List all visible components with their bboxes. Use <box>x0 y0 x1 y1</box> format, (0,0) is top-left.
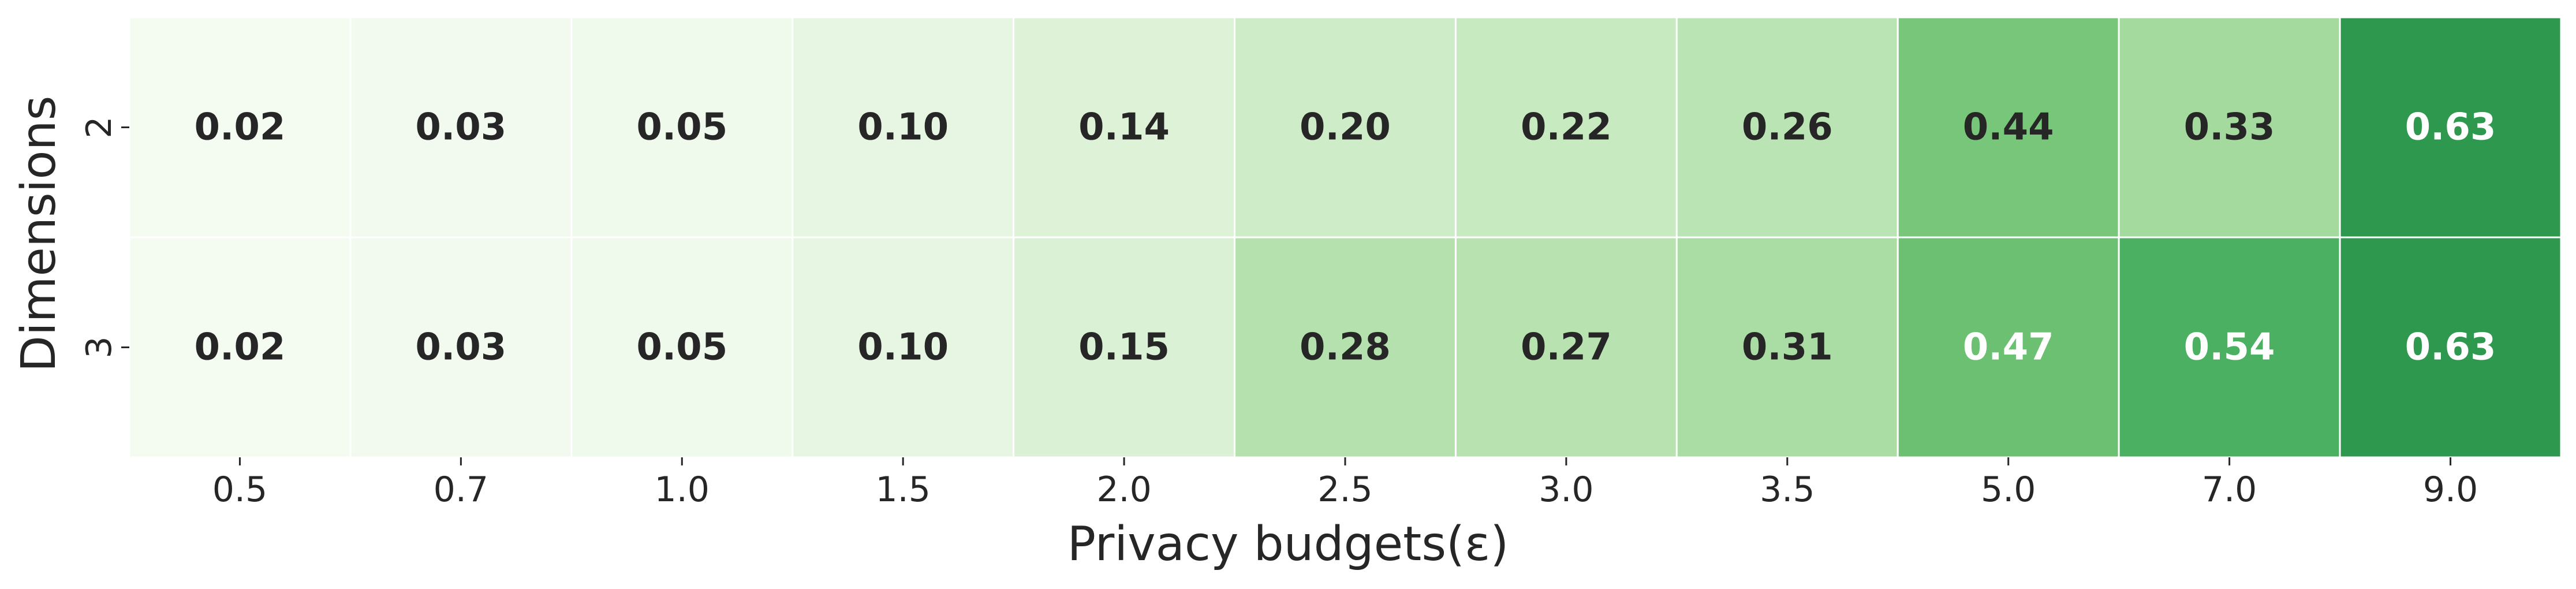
y-axis-ticks: 23 <box>79 116 129 359</box>
cell-value-label: 0.22 <box>1521 106 1612 149</box>
cell-value-label: 0.10 <box>857 326 949 369</box>
heatmap-cells <box>128 16 2562 458</box>
heatmap-cell-2-1.0 <box>570 16 794 238</box>
cell-value-label: 0.63 <box>2405 106 2496 149</box>
y-tick-label: 2 <box>79 116 120 138</box>
heatmap-cell-2-3.5 <box>1675 16 1899 238</box>
heatmap-cell-2-2.0 <box>1013 16 1236 238</box>
heatmap-cell-3-2.5 <box>1234 236 1457 458</box>
x-axis-label: Privacy budgets(ε) <box>1067 517 1509 572</box>
heatmap-cell-2-0.7 <box>349 16 573 238</box>
heatmap-cell-labels: 0.02 0.03 0.05 0.10 0.14 0.20 0.22 0.26 0.44 0.33… <box>195 106 2496 369</box>
cell-value-label: 0.02 <box>195 106 286 149</box>
y-axis-label: Dimensions <box>12 96 66 372</box>
cell-value-label: 0.47 <box>1963 326 2054 369</box>
cell-value-label: 0.02 <box>195 326 286 369</box>
cell-value-label: 0.10 <box>857 106 949 149</box>
x-tick-label: 3.5 <box>1760 469 1815 510</box>
cell-value-label: 0.28 <box>1300 326 1391 369</box>
x-tick-label: 9.0 <box>2423 469 2478 510</box>
x-tick-label: 2.5 <box>1317 469 1372 510</box>
heatmap-cell-3-7.0 <box>2118 236 2341 458</box>
x-tick-label: 1.5 <box>875 469 930 510</box>
heatmap-cell-3-5.0 <box>1896 236 2120 458</box>
x-tick-label: 7.0 <box>2202 469 2257 510</box>
heatmap-cell-2-7.0 <box>2118 16 2341 238</box>
cell-value-label: 0.03 <box>415 106 506 149</box>
cell-value-label: 0.26 <box>1742 106 1833 149</box>
cell-value-label: 0.44 <box>1963 106 2054 149</box>
x-tick-label: 3.0 <box>1539 469 1593 510</box>
heatmap-cell-2-0.5 <box>128 16 352 238</box>
heatmap-cell-2-2.5 <box>1234 16 1457 238</box>
cell-value-label: 0.03 <box>415 326 506 369</box>
x-axis-ticks: 0.5 0.7 1.0 1.5 2.0 2.5 3.0 3.5 5.0 7.0 9.0 <box>212 457 2478 510</box>
x-tick-label: 2.0 <box>1096 469 1151 510</box>
x-tick-label: 1.0 <box>655 469 710 510</box>
heatmap-cell-3-1.0 <box>570 236 794 458</box>
heatmap-cell-3-9.0 <box>2339 236 2562 458</box>
heatmap-cell-3-0.5 <box>128 236 352 458</box>
cell-value-label: 0.33 <box>2184 106 2275 149</box>
cell-value-label: 0.27 <box>1521 326 1612 369</box>
heatmap-cell-3-3.5 <box>1675 236 1899 458</box>
heatmap-cell-3-0.7 <box>349 236 573 458</box>
heatmap-cell-3-2.0 <box>1013 236 1236 458</box>
cell-value-label: 0.20 <box>1300 106 1391 149</box>
x-tick-label: 0.7 <box>434 469 488 510</box>
heatmap-cell-3-3.0 <box>1454 236 1678 458</box>
cell-value-label: 0.05 <box>636 106 727 149</box>
cell-value-label: 0.14 <box>1078 106 1170 149</box>
cell-value-label: 0.05 <box>636 326 727 369</box>
heatmap-cell-2-9.0 <box>2339 16 2562 238</box>
x-tick-label: 0.5 <box>212 469 267 510</box>
cell-value-label: 0.63 <box>2405 326 2496 369</box>
cell-value-label: 0.54 <box>2184 326 2275 369</box>
heatmap-cell-2-1.5 <box>792 16 1015 238</box>
cell-value-label: 0.15 <box>1078 326 1170 369</box>
x-tick-label: 5.0 <box>1981 469 2036 510</box>
cell-value-label: 0.31 <box>1742 326 1833 369</box>
heatmap-cell-3-1.5 <box>792 236 1015 458</box>
y-tick-label: 3 <box>79 336 120 358</box>
